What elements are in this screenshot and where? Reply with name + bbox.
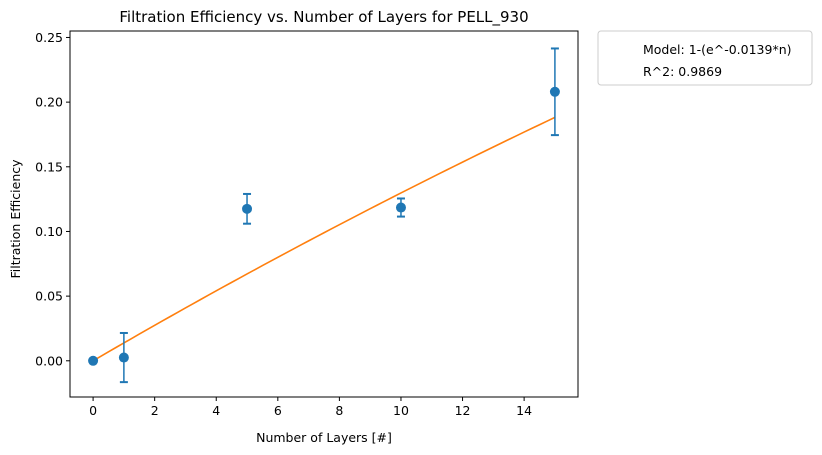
legend-entry-r2: R^2: 0.9869 [643,64,722,79]
x-tick-label-7: 14 [516,403,532,418]
x-tick-label-5: 10 [393,403,409,418]
data-point-1 [118,352,129,363]
chart-title: Filtration Efficiency vs. Number of Laye… [119,8,528,27]
x-tick-label-1: 2 [151,403,159,418]
y-tick-label-5: 0.25 [35,30,63,45]
y-tick-label-2: 0.10 [35,224,63,239]
data-point-0 [88,355,99,366]
x-tick-label-0: 0 [89,403,97,418]
legend: Model: 1-(e^-0.0139*n) R^2: 0.9869 [597,30,813,86]
x-tick-label-2: 4 [212,403,220,418]
x-tick-label-3: 6 [274,403,282,418]
y-tick-label-1: 0.05 [35,289,63,304]
legend-entry-model: Model: 1-(e^-0.0139*n) [643,42,792,57]
plot-area: 0 2 4 6 8 10 12 14 0.00 0.05 0.10 0.15 0.20 0.25 [35,30,579,418]
y-tick-label-4: 0.20 [35,95,63,110]
y-axis-label: Filtration Efficiency [8,159,23,279]
x-tick-label-6: 12 [455,403,471,418]
x-axis-label: Number of Layers [#] [256,430,392,445]
axes-frame [69,30,579,398]
y-tick-label-0: 0.00 [35,353,63,368]
data-point-4 [549,86,560,97]
model-line [92,116,556,362]
y-tick-label-3: 0.15 [35,159,63,174]
x-tick-label-4: 8 [335,403,343,418]
data-point-2 [242,203,253,214]
legend-box [597,30,813,86]
data-point-3 [395,202,406,213]
